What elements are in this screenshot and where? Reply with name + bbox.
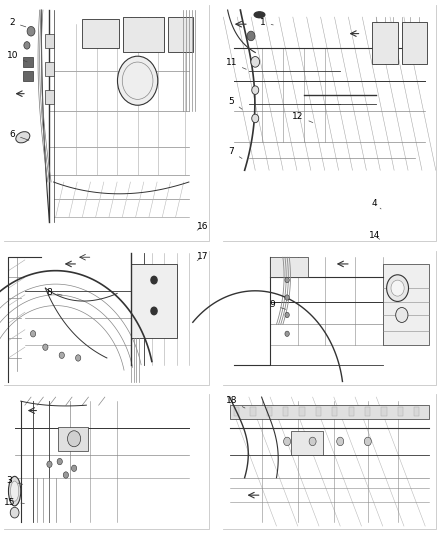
Bar — [4, 251, 209, 385]
Circle shape — [247, 31, 255, 41]
Bar — [398, 407, 403, 416]
Bar — [402, 22, 427, 64]
Circle shape — [151, 276, 157, 284]
Circle shape — [396, 308, 408, 322]
Text: 12: 12 — [292, 112, 313, 123]
Bar — [291, 431, 323, 455]
Bar — [316, 407, 321, 416]
Bar — [223, 5, 436, 241]
Bar — [168, 17, 193, 52]
Text: 1: 1 — [260, 18, 273, 27]
Text: 14: 14 — [369, 231, 380, 240]
Circle shape — [117, 56, 158, 105]
Bar — [4, 394, 209, 529]
Bar — [46, 62, 53, 76]
Ellipse shape — [8, 477, 21, 506]
Circle shape — [387, 275, 409, 302]
Circle shape — [283, 437, 291, 446]
Circle shape — [57, 458, 62, 465]
Circle shape — [252, 114, 259, 123]
Circle shape — [285, 277, 289, 282]
Text: 2: 2 — [10, 18, 26, 27]
Bar — [300, 407, 305, 416]
Circle shape — [337, 437, 344, 446]
Bar — [365, 407, 370, 416]
Circle shape — [151, 307, 157, 314]
Bar — [230, 405, 429, 418]
Bar — [4, 5, 209, 241]
Bar — [46, 90, 53, 104]
Text: 18: 18 — [226, 397, 245, 408]
Bar — [349, 407, 354, 416]
Bar — [46, 34, 53, 48]
Text: 9: 9 — [269, 301, 286, 309]
Bar — [4, 251, 209, 385]
Circle shape — [309, 437, 316, 446]
Circle shape — [43, 344, 48, 350]
Text: 3: 3 — [7, 477, 23, 485]
Circle shape — [10, 507, 19, 518]
Circle shape — [251, 56, 260, 67]
Bar — [58, 426, 88, 451]
Text: 15: 15 — [4, 498, 25, 506]
Text: 5: 5 — [228, 97, 242, 109]
Text: 7: 7 — [228, 148, 242, 158]
Circle shape — [285, 312, 289, 318]
Ellipse shape — [254, 12, 265, 18]
Bar — [414, 407, 419, 416]
Bar — [381, 407, 386, 416]
Bar — [383, 264, 429, 344]
Bar — [251, 407, 256, 416]
Bar — [4, 394, 209, 529]
Bar — [372, 22, 398, 64]
Circle shape — [285, 331, 289, 336]
Bar — [4, 5, 209, 241]
Bar — [223, 251, 436, 385]
Bar — [223, 251, 436, 385]
Text: 6: 6 — [9, 130, 29, 140]
Ellipse shape — [11, 481, 19, 501]
Text: 10: 10 — [7, 52, 27, 62]
Circle shape — [71, 465, 77, 472]
Circle shape — [364, 437, 371, 446]
Circle shape — [285, 295, 289, 300]
Text: 11: 11 — [226, 59, 246, 69]
Circle shape — [27, 27, 35, 36]
Bar — [131, 264, 177, 338]
Bar — [270, 257, 308, 277]
Bar — [223, 394, 436, 529]
Bar — [283, 407, 288, 416]
Circle shape — [47, 461, 52, 467]
Text: 4: 4 — [372, 199, 381, 209]
Ellipse shape — [16, 132, 30, 143]
Circle shape — [67, 431, 81, 447]
Bar — [23, 71, 33, 80]
Bar — [234, 407, 239, 416]
Circle shape — [59, 352, 64, 359]
Circle shape — [63, 472, 68, 478]
Bar — [332, 407, 337, 416]
Text: 17: 17 — [197, 253, 208, 261]
Circle shape — [31, 330, 36, 337]
Bar — [23, 57, 33, 67]
Text: 16: 16 — [197, 222, 208, 231]
Circle shape — [252, 86, 259, 94]
Circle shape — [75, 355, 81, 361]
Circle shape — [24, 42, 30, 49]
Bar — [123, 17, 164, 52]
Bar — [82, 20, 119, 48]
Bar — [223, 394, 436, 529]
Bar — [223, 5, 436, 241]
Bar — [267, 407, 272, 416]
Circle shape — [391, 280, 404, 296]
Text: 8: 8 — [46, 288, 62, 296]
